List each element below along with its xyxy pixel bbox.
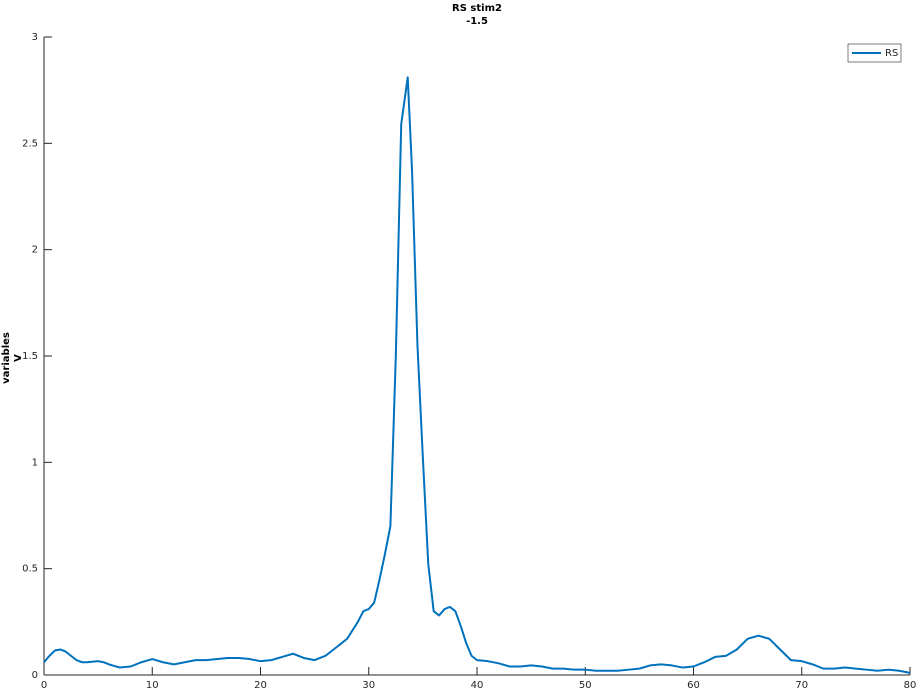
chart-title: RS stim2	[452, 3, 502, 14]
y-axis-label: V	[13, 354, 24, 362]
y-tick-label: 0.5	[22, 564, 38, 575]
y-tick-label: 2.5	[22, 138, 38, 149]
y-tick-label: 0	[32, 670, 38, 681]
x-tick-label: 70	[795, 680, 808, 691]
x-tick-label: 40	[471, 680, 484, 691]
y-tick-label: 1.5	[22, 351, 38, 362]
x-tick-label: 60	[687, 680, 700, 691]
x-tick-label: 10	[146, 680, 159, 691]
chart-subtitle: -1.5	[466, 16, 488, 27]
x-tick-label: 20	[254, 680, 267, 691]
legend-label: RS	[885, 48, 898, 59]
y-tick-label: 1	[32, 457, 38, 468]
y-axis-label: variables	[1, 332, 12, 384]
x-tick-label: 80	[904, 680, 917, 691]
x-tick-label: 0	[41, 680, 47, 691]
x-tick-label: 50	[579, 680, 592, 691]
y-tick-label: 3	[32, 32, 38, 43]
x-tick-label: 30	[362, 680, 375, 691]
y-tick-label: 2	[32, 245, 38, 256]
data-line	[43, 76, 911, 674]
